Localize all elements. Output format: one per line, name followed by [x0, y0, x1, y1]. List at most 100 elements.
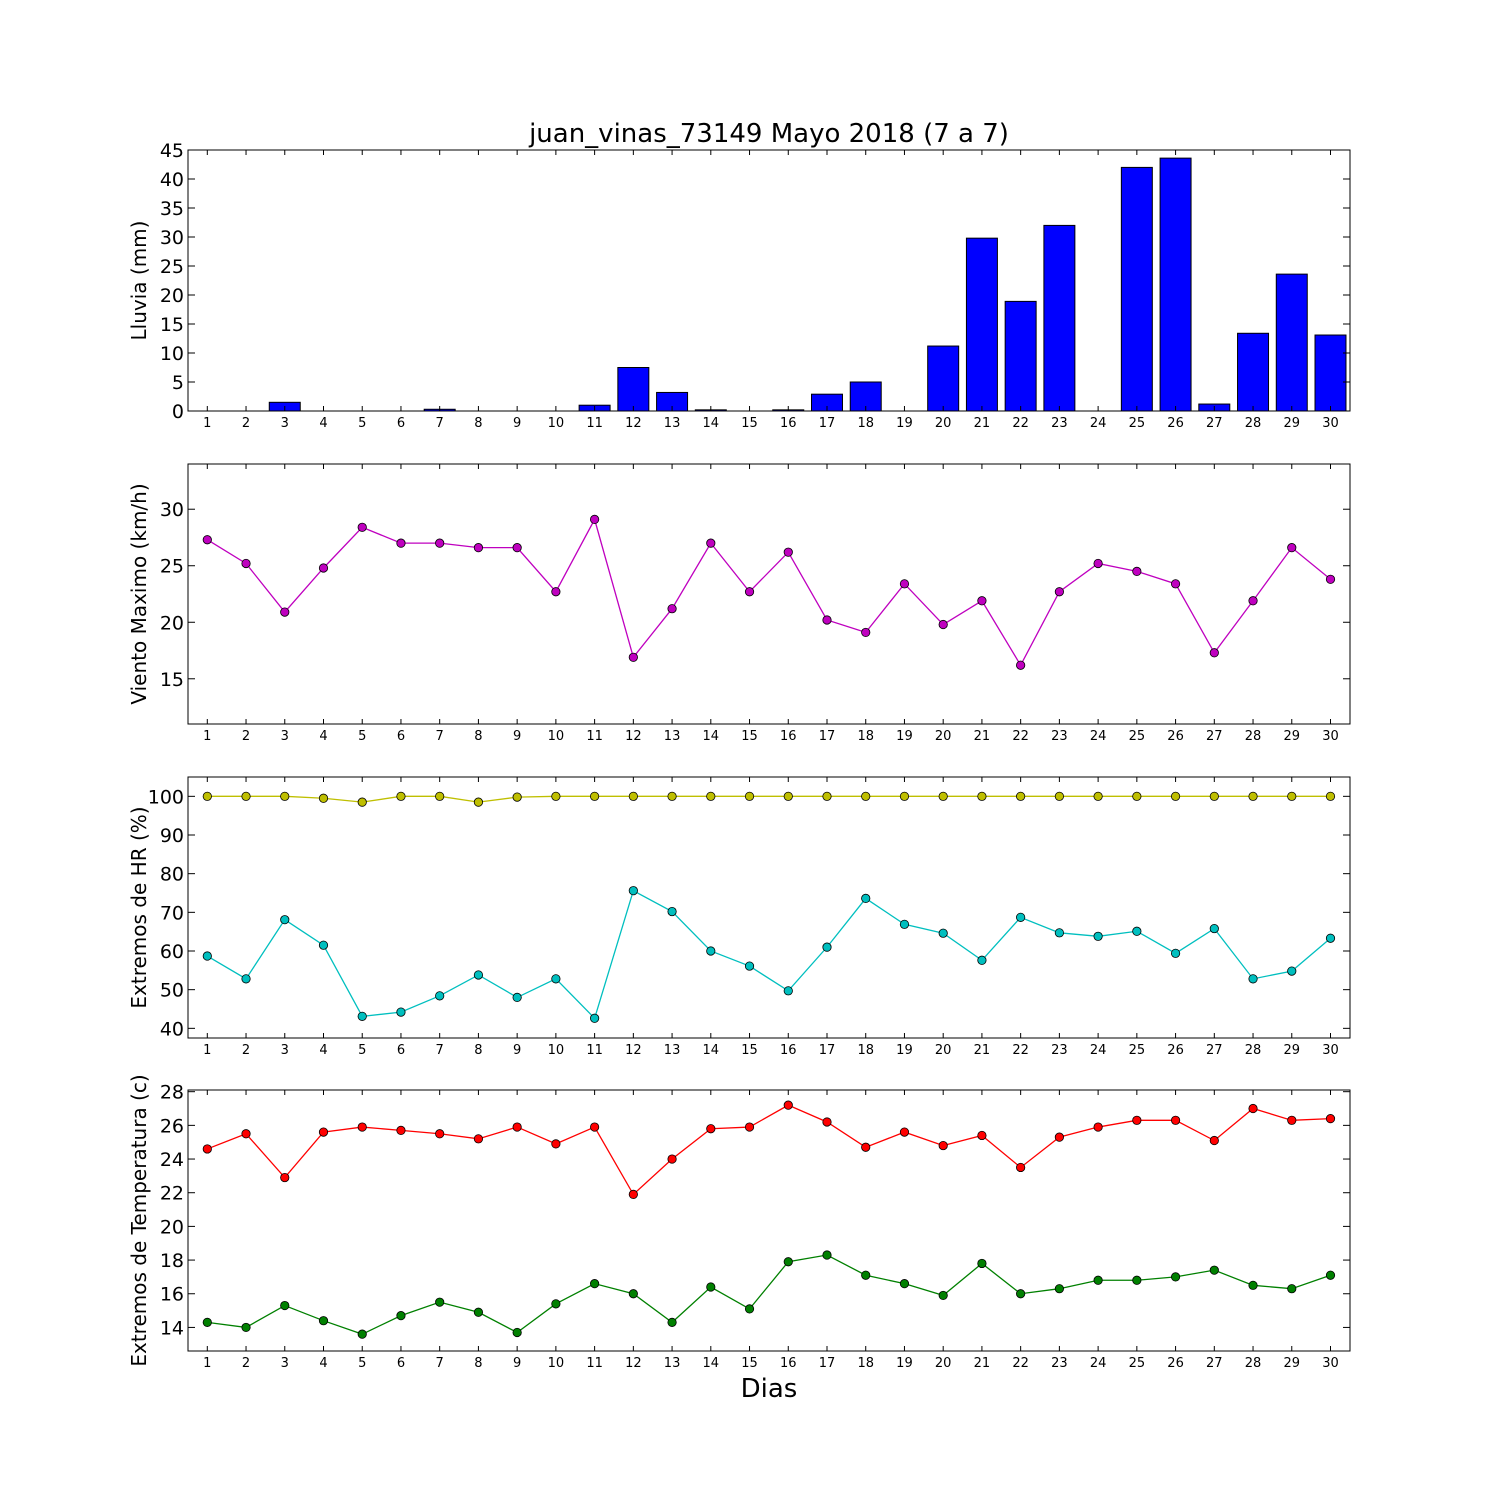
point-s1-day-12: [628, 652, 638, 662]
bar-day-28: [1237, 332, 1270, 412]
point-s1-day-16: [783, 547, 793, 557]
x-tick-label: 10: [548, 1356, 565, 1371]
point-s1-day-22: [1016, 791, 1026, 801]
x-tick-label: 30: [1322, 729, 1339, 744]
point-s1-day-7: [435, 791, 445, 801]
x-tick-label: 25: [1129, 1043, 1146, 1058]
x-tick-label: 23: [1051, 416, 1068, 431]
x-tick-label: 21: [974, 416, 991, 431]
point-s2-day-11: [590, 1279, 600, 1289]
x-tick-label: 24: [1090, 1043, 1107, 1058]
x-tick-label: 9: [513, 1043, 521, 1058]
y-axis-label-4: Extremos de Temperatura (c): [127, 1074, 151, 1366]
point-s2-day-4: [318, 1316, 329, 1326]
x-tick-label: 11: [586, 1356, 603, 1371]
point-s1-day-14: [706, 1124, 716, 1134]
x-tick-label: 29: [1283, 1356, 1300, 1371]
point-s2-day-13: [667, 1317, 677, 1327]
point-s1-day-27: [1209, 648, 1219, 658]
point-s2-day-18: [861, 893, 871, 904]
point-s2-day-22: [1016, 1289, 1026, 1299]
point-s2-day-28: [1248, 974, 1258, 984]
bar-day-20: [927, 345, 960, 412]
x-tick-label: 17: [819, 1043, 836, 1058]
point-s1-day-27: [1209, 1135, 1219, 1146]
x-tick-label: 1: [203, 416, 211, 431]
y-tick-label: 20: [160, 285, 184, 307]
point-s1-day-4: [318, 1127, 329, 1137]
x-tick-label: 26: [1167, 1356, 1184, 1371]
point-s2-day-16: [783, 986, 793, 996]
x-tick-label: 23: [1051, 1043, 1068, 1058]
x-tick-label: 30: [1322, 416, 1339, 431]
x-tick-label: 8: [474, 416, 482, 431]
point-s1-day-26: [1170, 1115, 1181, 1125]
point-s1-day-15: [744, 791, 755, 801]
x-tick-label: 20: [935, 729, 952, 744]
y-tick-label: 15: [160, 669, 184, 691]
x-tick-label: 12: [625, 1356, 642, 1371]
x-tick-label: 19: [896, 1043, 913, 1058]
y-tick-label: 10: [160, 343, 184, 365]
bar-day-22: [1004, 300, 1037, 412]
x-tick-label: 3: [281, 416, 289, 431]
x-tick-label: 17: [819, 416, 836, 431]
x-tick-label: 15: [741, 416, 758, 431]
point-s2-day-17: [822, 1250, 832, 1260]
point-s2-day-8: [473, 1307, 484, 1317]
x-tick-label: 29: [1283, 729, 1300, 744]
x-tick-label: 27: [1206, 1043, 1223, 1058]
point-s1-day-13: [667, 604, 677, 614]
y-tick-label: 18: [160, 1250, 184, 1272]
point-s2-day-5: [357, 1011, 367, 1021]
x-tick-label: 10: [548, 416, 565, 431]
point-s1-day-21: [977, 1130, 987, 1141]
point-s2-day-4: [318, 940, 329, 950]
point-s1-day-5: [357, 1122, 367, 1132]
point-s2-day-14: [706, 946, 716, 956]
point-s2-day-8: [473, 970, 484, 980]
x-tick-label: 13: [664, 1356, 681, 1371]
y-tick-label: 30: [160, 227, 184, 249]
x-tick-label: 6: [397, 416, 405, 431]
point-s2-day-14: [706, 1282, 716, 1292]
point-s2-day-29: [1287, 966, 1297, 976]
point-s1-day-28: [1248, 1103, 1258, 1114]
x-tick-label: 28: [1245, 1043, 1262, 1058]
point-s2-day-11: [590, 1013, 600, 1023]
panel-4: 1 2 3 4 5 6 7 8 9 10 11 12 13 14 15 16 17 18 19 20 21 22 23 24 2…: [127, 1074, 1351, 1371]
point-s1-day-7: [435, 1129, 445, 1139]
point-s1-day-7: [435, 538, 445, 548]
point-s1-day-10: [551, 1139, 561, 1149]
point-s1-day-6: [396, 538, 406, 548]
y-axis-label-1: Lluvia (mm): [127, 221, 151, 341]
y-tick-label: 50: [160, 980, 184, 1002]
point-s1-day-1: [202, 791, 212, 801]
series-line-2: [207, 1254, 1331, 1335]
x-tick-label: 27: [1206, 1356, 1223, 1371]
point-s1-day-25: [1132, 791, 1142, 801]
point-s1-day-10: [551, 791, 561, 801]
x-tick-label: 28: [1245, 1356, 1262, 1371]
point-s1-day-17: [822, 1117, 832, 1127]
point-s1-day-2: [241, 1129, 251, 1139]
point-s2-day-20: [938, 928, 948, 938]
point-s2-day-16: [783, 1257, 793, 1267]
chart-title: juan_vinas_73149 Mayo 2018 (7 a 7): [528, 119, 1009, 149]
y-tick-label: 45: [160, 140, 184, 162]
point-s2-day-22: [1016, 912, 1026, 922]
point-s1-day-18: [861, 791, 871, 801]
x-tick-label: 19: [896, 729, 913, 744]
point-s2-day-1: [202, 1317, 212, 1327]
point-s2-day-19: [899, 1279, 910, 1289]
point-s1-day-6: [396, 1125, 406, 1136]
x-tick-label: 12: [625, 729, 642, 744]
point-s2-day-10: [551, 1299, 561, 1309]
point-s2-day-30: [1325, 933, 1336, 943]
point-s2-day-29: [1287, 1284, 1297, 1294]
point-s2-day-7: [435, 991, 445, 1001]
point-s1-day-9: [512, 1122, 522, 1132]
x-tick-label: 9: [513, 729, 521, 744]
x-tick-label: 27: [1206, 729, 1223, 744]
